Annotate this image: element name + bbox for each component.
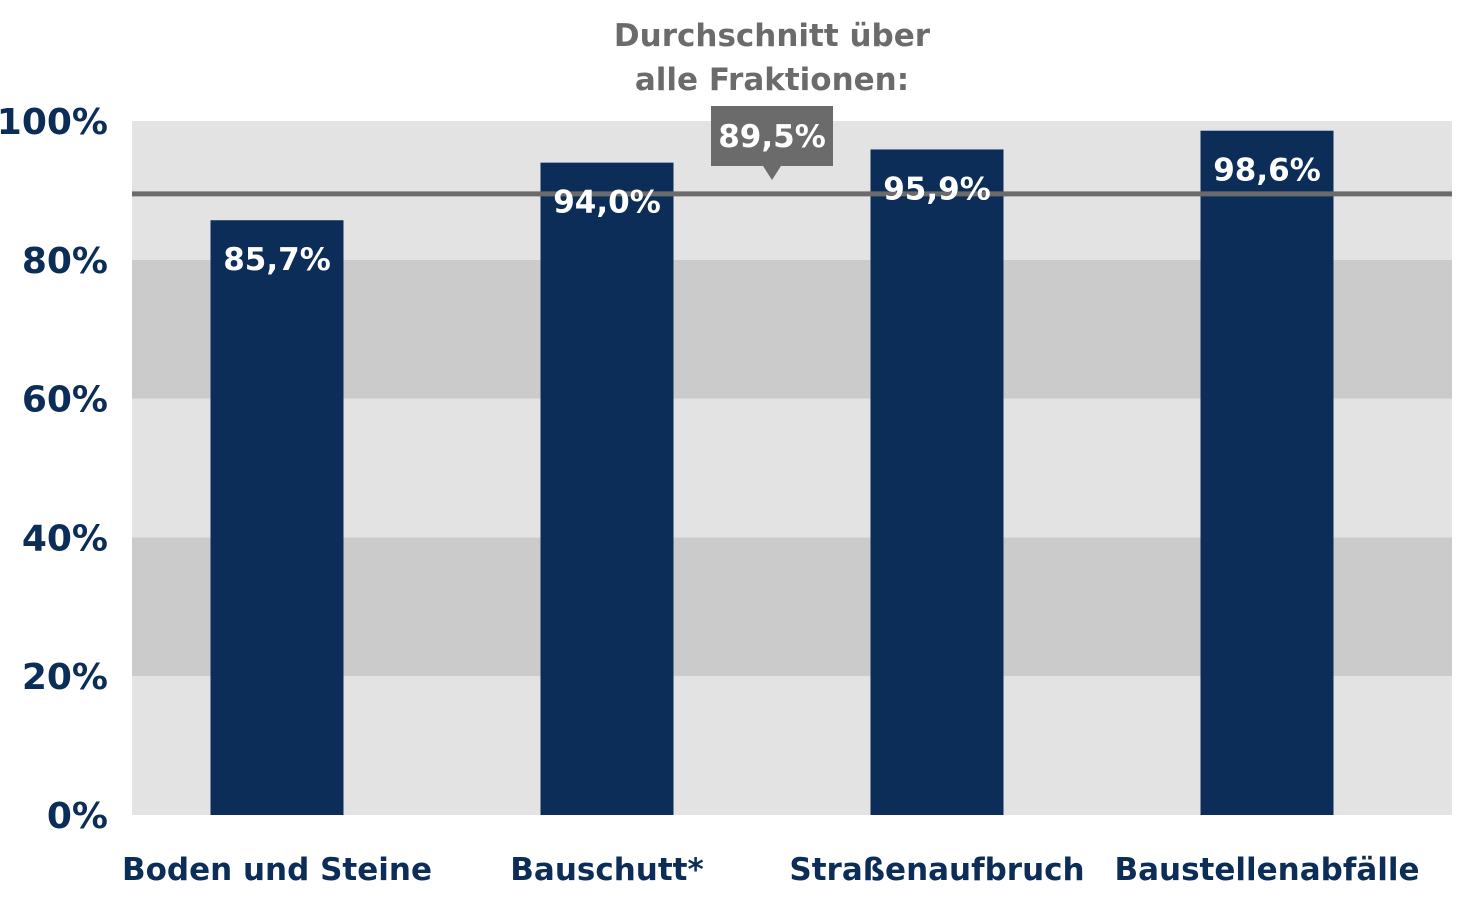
- bar-value-label: 95,9%: [883, 171, 991, 207]
- y-tick-label: 40%: [22, 518, 108, 559]
- average-title-line-2: alle Fraktionen:: [635, 62, 909, 98]
- x-category-label: Bauschutt*: [510, 852, 703, 888]
- bar: [210, 220, 344, 815]
- bar: [870, 149, 1004, 816]
- x-category-label: Baustellenabfälle: [1114, 852, 1419, 888]
- bar-value-label: 98,6%: [1213, 153, 1321, 189]
- bars: [210, 130, 1334, 816]
- bar: [1200, 130, 1334, 815]
- x-category-label: Boden und Steine: [122, 852, 432, 888]
- y-tick-label: 100%: [0, 102, 108, 143]
- bar-value-labels: 85,7% 94,0% 95,9% 98,6%: [223, 153, 1321, 279]
- y-tick-label: 20%: [22, 657, 108, 698]
- average-value-callout: [711, 106, 833, 180]
- bar: [540, 162, 674, 815]
- average-value-label: 89,5%: [718, 119, 826, 155]
- y-axis-tick-labels: 0% 20% 40% 60% 80% 100%: [0, 102, 108, 837]
- x-axis-category-labels: Boden und Steine Bauschutt* Straßenaufbruc…: [122, 852, 1420, 888]
- y-tick-label: 0%: [47, 796, 108, 837]
- x-category-label: Straßenaufbruch: [789, 852, 1084, 888]
- y-tick-label: 60%: [22, 380, 108, 421]
- bar-value-label: 94,0%: [553, 185, 661, 221]
- y-tick-label: 80%: [22, 241, 108, 282]
- average-title-line-1: Durchschnitt über: [614, 18, 931, 54]
- bar-value-label: 85,7%: [223, 242, 331, 278]
- average-annotation: Durchschnitt über alle Fraktionen: 89,5%: [132, 18, 1452, 197]
